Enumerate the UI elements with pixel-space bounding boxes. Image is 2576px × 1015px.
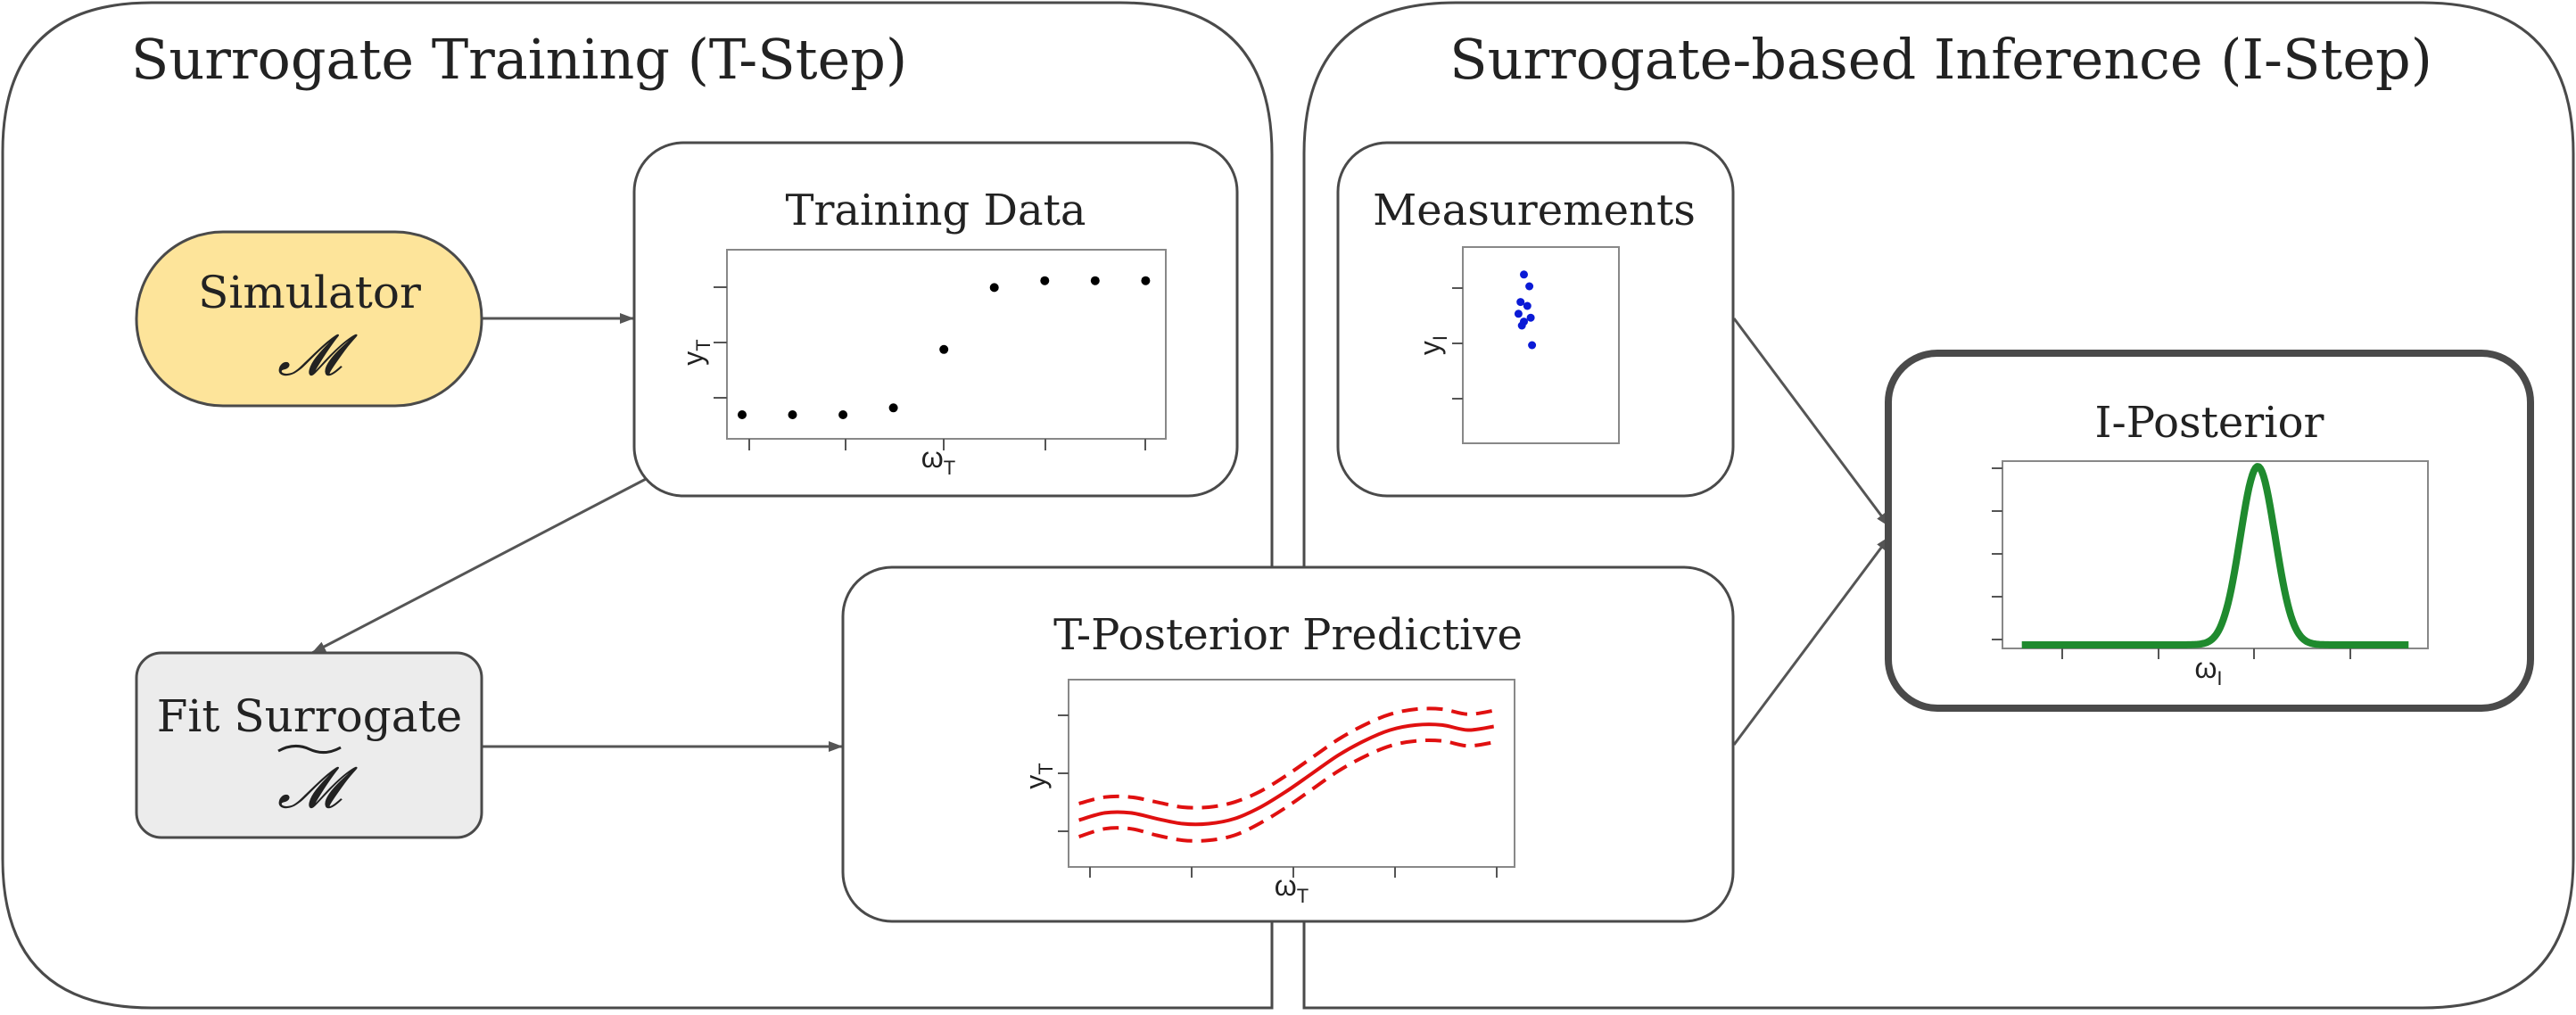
training-data-point bbox=[888, 403, 898, 413]
t-posterior-plot-frame bbox=[1068, 679, 1515, 868]
inference-section: Surrogate-based Inference (I-Step) bbox=[1302, 1, 2575, 1010]
arrow-measurements-to-i-posterior bbox=[1732, 318, 1891, 527]
measurement-point bbox=[1528, 341, 1537, 350]
measurement-point bbox=[1520, 270, 1528, 279]
t-posterior-xlabel: ωT bbox=[1275, 870, 1309, 907]
training-data-xlabel: ωT bbox=[921, 441, 955, 479]
measurements-title: Measurements bbox=[1373, 186, 1696, 235]
arrow-t-posterior-to-i-posterior bbox=[1732, 536, 1891, 746]
training-data-point bbox=[939, 344, 949, 354]
t-posterior-title: T-Posterior Predictive bbox=[1053, 610, 1523, 660]
i-posterior-xlabel: ωI bbox=[2194, 652, 2222, 689]
measurement-point bbox=[1517, 321, 1526, 330]
measurements-ylabel: yI bbox=[1414, 335, 1451, 355]
i-posterior-title: I-Posterior bbox=[2095, 398, 2324, 448]
measurement-point bbox=[1526, 313, 1535, 322]
training-data-title: Training Data bbox=[785, 186, 1086, 235]
training-data-point bbox=[1141, 276, 1151, 285]
measurements-node: Measurements yI bbox=[1336, 141, 1735, 498]
i-posterior-node: I-Posterior ωI bbox=[1885, 350, 2534, 712]
training-data-node: Training Data ωT yT bbox=[632, 141, 1239, 498]
t-posterior-node: T-Posterior Predictive ωT yT bbox=[841, 565, 1735, 923]
training-data-ylabel: yT bbox=[677, 339, 714, 365]
measurement-point bbox=[1516, 298, 1525, 307]
training-data-points bbox=[738, 276, 1151, 419]
t-posterior-lines bbox=[1077, 706, 1495, 843]
measurements-points bbox=[1514, 270, 1537, 350]
connectors bbox=[311, 313, 1891, 752]
training-data-point bbox=[838, 410, 848, 419]
inference-section-title: Surrogate-based Inference (I-Step) bbox=[1449, 27, 2432, 92]
arrow-training-data-to-fit-surrogate bbox=[311, 475, 650, 655]
tilde-accent bbox=[277, 745, 342, 754]
training-data-point bbox=[1040, 276, 1050, 285]
measurements-plot-frame bbox=[1462, 246, 1620, 444]
simulator-node: Simulator 𝓜 bbox=[135, 230, 483, 408]
t-posterior-ylabel: yT bbox=[1020, 763, 1057, 788]
training-data-axes bbox=[714, 286, 1146, 450]
training-section-title: Surrogate Training (T-Step) bbox=[131, 27, 907, 92]
measurements-axes bbox=[1452, 287, 1463, 400]
training-section: Surrogate Training (T-Step) bbox=[1, 1, 1274, 1010]
t-posterior-axes bbox=[1058, 714, 1498, 878]
training-data-point bbox=[788, 410, 797, 419]
i-posterior-curve bbox=[2019, 463, 2411, 648]
training-data-point bbox=[989, 283, 999, 293]
training-data-point bbox=[1090, 276, 1100, 285]
measurement-point bbox=[1514, 309, 1523, 318]
i-posterior-axes bbox=[1992, 467, 2351, 659]
i-posterior-density-line bbox=[2019, 463, 2411, 648]
fit-surrogate-node: Fit Surrogate 𝓜 bbox=[135, 651, 483, 839]
i-posterior-plot-frame bbox=[2002, 460, 2429, 649]
measurement-point bbox=[1525, 282, 1534, 291]
measurement-point bbox=[1523, 301, 1532, 310]
fit-surrogate-label: Fit Surrogate bbox=[157, 690, 463, 742]
simulator-label: Simulator bbox=[198, 267, 421, 318]
t-posterior-mean-line bbox=[1078, 722, 1495, 827]
training-data-point bbox=[738, 410, 747, 419]
